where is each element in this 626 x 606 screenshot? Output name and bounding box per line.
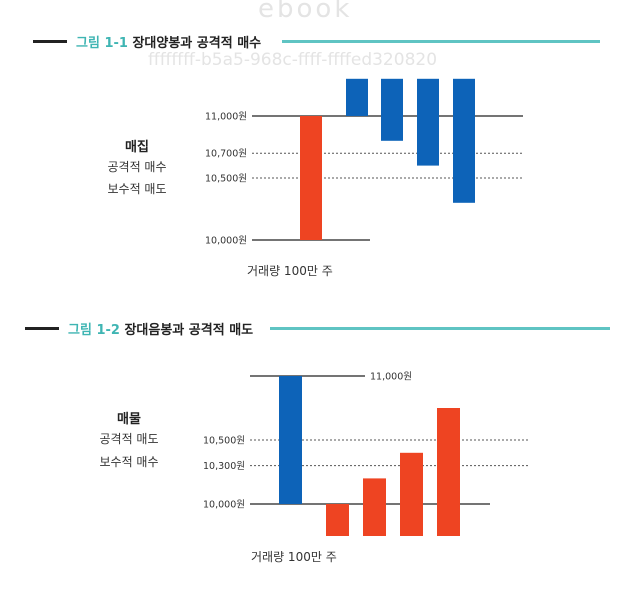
- figure-1-number: 그림 1-1: [76, 36, 128, 51]
- figure-2-side-heading: 매물: [117, 412, 141, 427]
- figure-1-title-text: 장대양봉과 공격적 매수: [132, 36, 262, 51]
- fig2-price-label-1: 11,000원: [370, 372, 412, 383]
- fig2-bar-1: [279, 376, 302, 504]
- fig2-price-label-2: 10,500원: [203, 436, 245, 447]
- figure-2-number: 그림 1-2: [68, 323, 120, 338]
- watermark-ebook: ebook: [258, 0, 353, 24]
- fig1-bar-3: [381, 78, 403, 141]
- figure-1-volume-label: 거래량 100만 주: [247, 264, 333, 278]
- fig2-price-label-3: 10,300원: [203, 461, 245, 472]
- fig1-price-label-4: 10,000원: [205, 236, 247, 247]
- figure-1-side-line-2: 보수적 매도: [107, 182, 167, 196]
- fig1-price-label-2: 10,700원: [205, 149, 247, 160]
- figure-2-side-line-2: 보수적 매수: [99, 455, 159, 469]
- fig2-bar-5: [437, 408, 460, 536]
- fig2-bar-4: [400, 452, 423, 536]
- figure-1-title-dash: [33, 40, 67, 43]
- figure-1-title-rule: [282, 40, 600, 43]
- figure-2-title-dash: [25, 327, 59, 330]
- figure-1-chart: 11,000원 10,700원 10,500원 10,000원: [205, 78, 523, 247]
- figure-1-side-line-1: 공격적 매수: [107, 160, 167, 174]
- watermark-id: ffffffff-b5a5-968c-ffff-ffffed320820: [148, 50, 438, 70]
- fig1-bar-4: [417, 78, 439, 166]
- fig1-bar-1: [300, 116, 322, 240]
- fig2-bar-3: [363, 478, 386, 536]
- figure-1-side-heading: 매집: [125, 140, 149, 155]
- figure-2-side-line-1: 공격적 매도: [99, 432, 159, 446]
- figure-2-chart: 11,000원 10,500원 10,300원 10,000원: [203, 372, 530, 536]
- figure-2-title-rule: [270, 327, 610, 330]
- figure-2-volume-label: 거래량 100만 주: [251, 550, 337, 564]
- figure-2-title-text: 장대음봉과 공격적 매도: [124, 323, 254, 338]
- fig2-price-label-4: 10,000원: [203, 500, 245, 511]
- fig1-bar-5: [453, 78, 475, 203]
- figure-1-title: 그림 1-1 장대양봉과 공격적 매수: [76, 32, 261, 51]
- fig2-bar-2: [326, 504, 349, 536]
- fig1-price-label-3: 10,500원: [205, 174, 247, 185]
- fig1-bar-2: [346, 78, 368, 116]
- figure-2-title: 그림 1-2 장대음봉과 공격적 매도: [68, 319, 253, 338]
- fig1-price-label-1: 11,000원: [205, 112, 247, 123]
